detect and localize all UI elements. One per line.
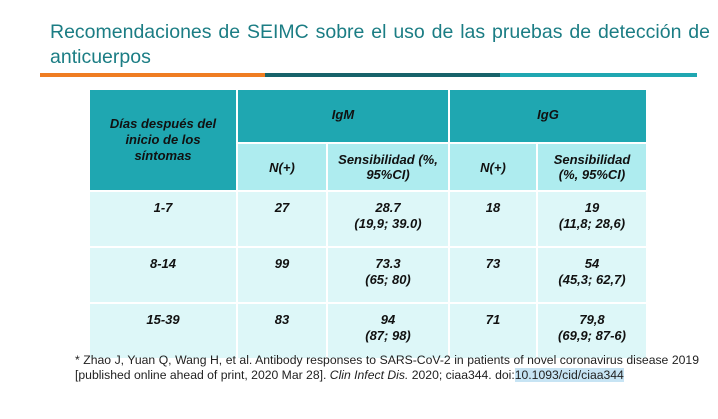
divider-orange [40, 73, 265, 77]
cell-ci: (65; 80) [365, 272, 411, 287]
cell-value: 27 [274, 200, 290, 215]
cell-value: 28.7 [375, 200, 401, 215]
table-cell: 19 (11,8; 28,6) [536, 190, 648, 248]
group-header: IgM [236, 88, 450, 144]
table-row: 1-7 27 28.7 (19,9; 39.0) 18 19 (11,8; 28,6) [88, 190, 648, 248]
table-cell: 79,8 (69,9; 87-6) [536, 302, 648, 360]
cell-value: 18 [485, 200, 501, 215]
footnote-journal: Clin Infect Dis. [329, 368, 409, 382]
group-header: IgG [448, 88, 648, 144]
footnote: * Zhao J, Yuan Q, Wang H, et al. Antibod… [75, 353, 699, 383]
cell-ci: (45,3; 62,7) [558, 272, 626, 287]
cell-value: 79,8 [579, 312, 605, 327]
cell-ci: (69,9; 87-6) [558, 328, 626, 343]
cell-value: 73 [485, 256, 501, 271]
table-cell: 27 [236, 190, 328, 248]
cell-value: 99 [274, 256, 290, 271]
table-cell: 8-14 [88, 246, 238, 304]
cell-value: 83 [274, 312, 290, 327]
table-cell: 54 (45,3; 62,7) [536, 246, 648, 304]
subheader: Sensibilidad (%, 95%CI) [536, 142, 648, 192]
table-cell: 73.3 (65; 80) [326, 246, 450, 304]
subheader: N(+) [448, 142, 538, 192]
table-cell: 71 [448, 302, 538, 360]
table-cell: 15-39 [88, 302, 238, 360]
footnote-marker: * [75, 353, 80, 367]
divider-teal [500, 73, 697, 77]
table-cell: 1-7 [88, 190, 238, 248]
doi-link[interactable]: 10.1093/cid/ciaa344 [514, 368, 624, 382]
table-cell: 73 [448, 246, 538, 304]
title: Recomendaciones de SEIMC sobre el uso de… [50, 21, 710, 68]
table-cell: 99 [236, 246, 328, 304]
cell-value: 71 [485, 312, 501, 327]
sensitivity-table: Días después del inicio de los síntomas … [88, 88, 648, 360]
footnote-text: Zhao J, Yuan Q, Wang H, et al. Antibody … [75, 353, 699, 382]
cell-ci: (87; 98) [365, 328, 411, 343]
corner-header: Días después del inicio de los síntomas [88, 88, 238, 192]
table-cell: 18 [448, 190, 538, 248]
table-row: 15-39 83 94 (87; 98) 71 79,8 (69,9; 87-6) [88, 302, 648, 360]
cell-value: 8-14 [149, 256, 177, 271]
cell-value: 19 [584, 200, 600, 215]
table-body: 1-7 27 28.7 (19,9; 39.0) 18 19 (11,8; 28,6) 8-1… [88, 190, 648, 360]
footnote-rest: 2020; ciaa344. doi: [411, 368, 515, 382]
cell-ci: (19,9; 39.0) [354, 216, 422, 231]
table-row: 8-14 99 73.3 (65; 80) 73 54 (45,3; 62,7) [88, 246, 648, 304]
table-cell: 28.7 (19,9; 39.0) [326, 190, 450, 248]
cell-value: 15-39 [146, 312, 180, 327]
cell-value: 1-7 [153, 200, 173, 215]
cell-value: 54 [584, 256, 600, 271]
subheader: Sensibilidad (%, 95%CI) [326, 142, 450, 192]
subheader: N(+) [236, 142, 328, 192]
cell-value: 73.3 [375, 256, 401, 271]
table-cell: 94 (87; 98) [326, 302, 450, 360]
table-cell: 83 [236, 302, 328, 360]
divider-dark-teal [265, 73, 500, 77]
cell-ci: (11,8; 28,6) [558, 216, 626, 231]
cell-value: 94 [380, 312, 396, 327]
